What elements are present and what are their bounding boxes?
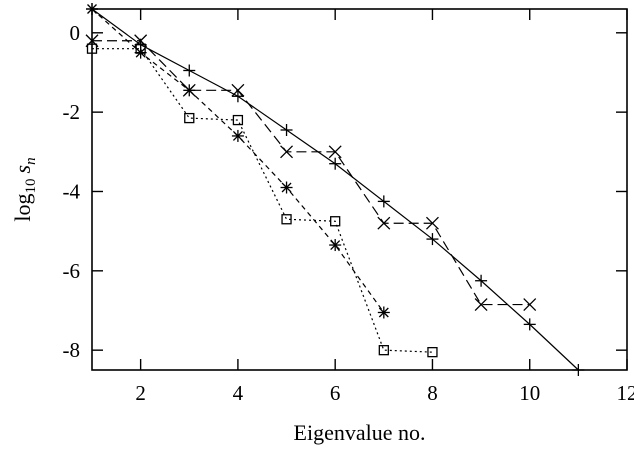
series-asterisk <box>86 3 390 319</box>
x-tick-label: 6 <box>330 381 341 405</box>
y-axis-label: log10 sn <box>10 157 39 221</box>
data-point-square <box>427 346 438 358</box>
data-point-plus <box>280 123 293 136</box>
x-tick-label: 10 <box>519 381 540 405</box>
series-line-asterisk <box>91 8 385 313</box>
data-point-cross <box>474 298 488 312</box>
y-axis-label-symbol: s <box>10 165 35 174</box>
y-tick-label: 0 <box>70 21 81 45</box>
series-line-square <box>92 48 433 353</box>
data-point-cross <box>231 83 245 97</box>
y-axis-label-symbol-subscript: n <box>23 157 39 165</box>
data-point-plus <box>523 318 536 331</box>
y-axis-label-prefix: log <box>10 193 35 221</box>
data-point-cross <box>425 216 439 230</box>
data-point-plus <box>183 64 196 77</box>
y-axis-label-subscript: 10 <box>23 178 39 193</box>
x-tick-label: 8 <box>427 381 438 405</box>
data-point-square <box>281 214 292 225</box>
data-point-asterisk <box>280 181 293 194</box>
data-point-square <box>378 345 389 356</box>
data-point-square <box>330 216 341 227</box>
data-point-plus <box>475 274 488 287</box>
data-point-asterisk <box>377 306 390 319</box>
series-square <box>86 43 438 358</box>
plot-area <box>85 3 585 376</box>
x-tick-label: 2 <box>135 381 146 405</box>
data-point-asterisk <box>329 239 342 252</box>
x-axis-label: Eigenvalue no. <box>294 420 426 445</box>
axis-ticks <box>92 9 628 370</box>
x-tick-label: 4 <box>233 381 244 405</box>
data-point-asterisk <box>231 129 244 142</box>
series-line-plus <box>91 8 579 371</box>
plot-frame <box>91 8 628 371</box>
x-tick-label: 12 <box>617 381 634 405</box>
data-point-square <box>232 114 244 126</box>
data-point-asterisk <box>183 84 196 97</box>
data-point-square <box>184 112 195 124</box>
data-point-plus <box>377 195 390 208</box>
data-point-square <box>135 43 146 54</box>
y-tick-label: -4 <box>63 179 81 203</box>
y-tick-label: -8 <box>63 338 81 362</box>
y-tick-label: -2 <box>63 100 81 124</box>
data-point-plus <box>329 157 342 170</box>
axis-tick-labels: 2 4 6 8 10 12 0 -2 -4 -6 -8 <box>63 21 634 405</box>
y-tick-label: -6 <box>63 259 81 283</box>
data-point-plus <box>426 233 439 246</box>
data-point-cross <box>377 216 391 230</box>
data-point-cross <box>280 145 294 159</box>
data-point-cross <box>328 145 342 159</box>
series-line-cross <box>92 40 530 306</box>
data-point-cross <box>523 298 537 312</box>
series-plus <box>86 3 585 376</box>
